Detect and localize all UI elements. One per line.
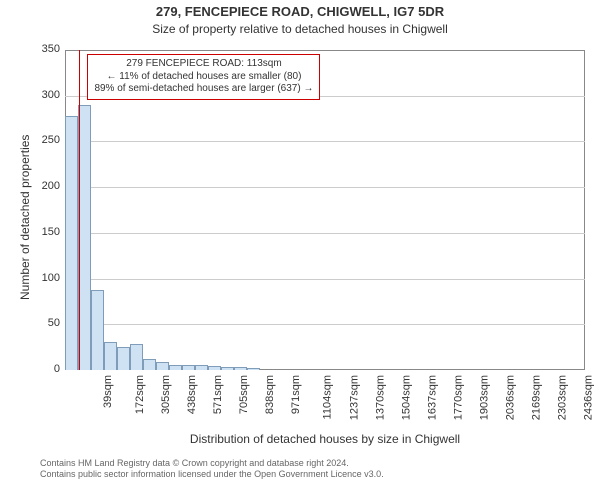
histogram-bar bbox=[195, 365, 208, 370]
x-tick-label: 438sqm bbox=[186, 375, 198, 414]
histogram-bar bbox=[156, 362, 169, 370]
y-tick-label: 200 bbox=[20, 180, 60, 192]
x-tick-label: 2436sqm bbox=[582, 375, 594, 420]
x-tick-label: 1104sqm bbox=[321, 375, 333, 419]
info-box-line: 279 FENCEPIECE ROAD: 113sqm bbox=[94, 58, 313, 71]
x-tick-label: 2169sqm bbox=[530, 375, 542, 420]
histogram-bar bbox=[221, 367, 234, 370]
x-tick-label: 39sqm bbox=[102, 375, 114, 408]
x-tick-label: 971sqm bbox=[290, 375, 302, 414]
histogram-bar bbox=[247, 368, 260, 370]
footer-line-1: Contains HM Land Registry data © Crown c… bbox=[40, 458, 384, 469]
y-tick-label: 100 bbox=[20, 272, 60, 284]
info-box: 279 FENCEPIECE ROAD: 113sqm← 11% of deta… bbox=[87, 54, 320, 100]
histogram-bar bbox=[65, 116, 78, 370]
histogram-bar bbox=[143, 359, 156, 370]
x-tick-label: 1903sqm bbox=[478, 375, 490, 420]
histogram-bar bbox=[130, 344, 143, 371]
x-tick-label: 1370sqm bbox=[374, 375, 386, 420]
histogram-plot: 279 FENCEPIECE ROAD: 113sqm← 11% of deta… bbox=[65, 50, 585, 370]
page-title: 279, FENCEPIECE ROAD, CHIGWELL, IG7 5DR bbox=[0, 4, 600, 19]
y-tick-label: 0 bbox=[20, 363, 60, 375]
x-tick-label: 838sqm bbox=[264, 375, 276, 414]
histogram-bar bbox=[117, 347, 130, 370]
page-subtitle: Size of property relative to detached ho… bbox=[0, 22, 600, 36]
x-tick-label: 2036sqm bbox=[504, 375, 516, 420]
marker-line bbox=[79, 50, 80, 370]
histogram-bar bbox=[208, 366, 221, 370]
x-tick-label: 305sqm bbox=[160, 375, 172, 414]
footer-line-2: Contains public sector information licen… bbox=[40, 469, 384, 480]
y-tick-label: 300 bbox=[20, 89, 60, 101]
y-tick-label: 50 bbox=[20, 317, 60, 329]
x-tick-label: 1770sqm bbox=[452, 375, 464, 420]
info-box-line: 89% of semi-detached houses are larger (… bbox=[94, 83, 313, 96]
x-tick-label: 172sqm bbox=[134, 375, 146, 414]
x-tick-label: 2303sqm bbox=[556, 375, 568, 420]
footer-text: Contains HM Land Registry data © Crown c… bbox=[40, 458, 384, 481]
histogram-bar bbox=[104, 342, 117, 370]
histogram-bar bbox=[91, 290, 104, 370]
x-tick-label: 1237sqm bbox=[348, 375, 360, 420]
histogram-bar bbox=[182, 365, 195, 370]
x-tick-label: 1504sqm bbox=[400, 375, 412, 420]
x-tick-label: 705sqm bbox=[238, 375, 250, 414]
histogram-bar bbox=[234, 367, 247, 370]
x-tick-label: 1637sqm bbox=[426, 375, 438, 420]
y-tick-label: 150 bbox=[20, 226, 60, 238]
histogram-bar bbox=[169, 365, 182, 370]
info-box-line: ← 11% of detached houses are smaller (80… bbox=[94, 71, 313, 84]
x-tick-label: 571sqm bbox=[212, 375, 224, 414]
y-tick-label: 350 bbox=[20, 43, 60, 55]
y-tick-label: 250 bbox=[20, 134, 60, 146]
x-axis-label: Distribution of detached houses by size … bbox=[65, 432, 585, 446]
